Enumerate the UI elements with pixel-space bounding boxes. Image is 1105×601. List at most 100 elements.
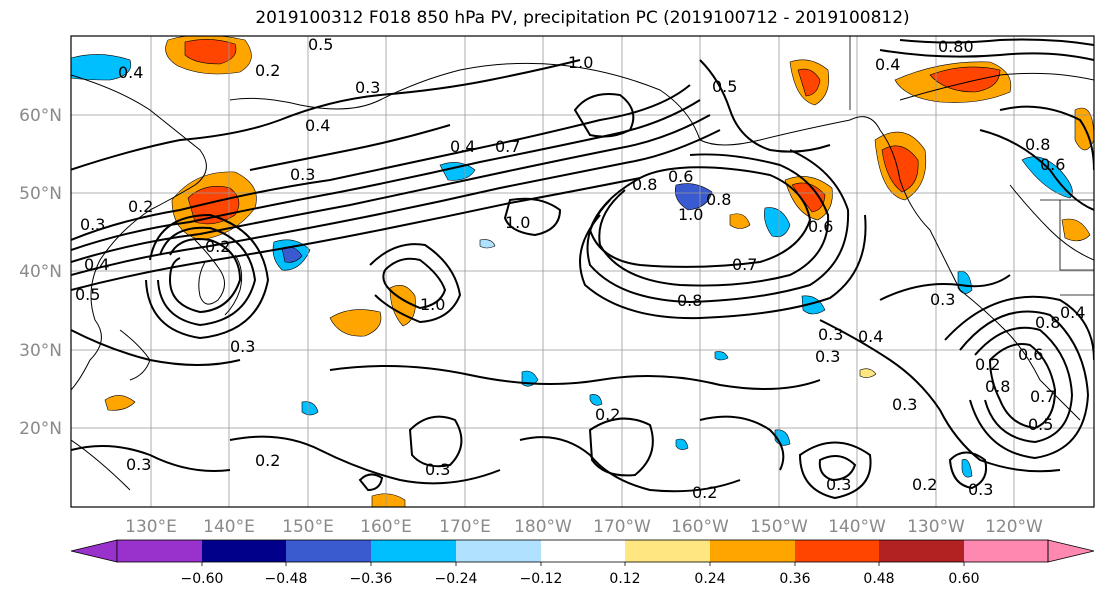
colorbar-ticks (201, 562, 965, 566)
contour-label: 0.5 (712, 77, 737, 96)
contour-label: 0.3 (425, 460, 450, 479)
contour-label: 0.8 (1035, 313, 1060, 332)
contour-label: 0.2 (255, 61, 280, 80)
map-content: 0.5 0.4 0.2 0.3 0.4 1.0 0.5 0.80 0.4 0.3… (71, 35, 1094, 507)
contour-label: 0.3 (826, 475, 851, 494)
contour-label: 0.8 (632, 175, 657, 194)
contour-label: 0.6 (1018, 345, 1043, 364)
contour-label: 0.8 (677, 291, 702, 310)
lon-label: 150°E (282, 517, 334, 537)
lon-label: 120°W (985, 517, 1043, 537)
lon-label: 160°W (671, 517, 729, 537)
contour-label-group: 0.5 0.4 0.2 0.3 0.4 1.0 0.5 0.80 0.4 0.3… (75, 35, 1085, 502)
lat-label: 50°N (19, 184, 62, 204)
colorbar-tick-label: −0.60 (181, 571, 224, 587)
contour-label: 0.2 (975, 355, 1000, 374)
precip-shading (71, 36, 1094, 507)
contour-label: 0.3 (818, 325, 843, 344)
contour-label: 0.2 (205, 237, 230, 256)
contour-label: 0.2 (692, 483, 717, 502)
colorbar-bin (117, 540, 202, 562)
lon-label: 130°W (907, 517, 965, 537)
lat-label: 40°N (19, 262, 62, 282)
colorbar-bin (710, 540, 795, 562)
longitude-labels: 130°E 140°E 150°E 160°E 170°E 180°W 170°… (125, 517, 1043, 537)
colorbar-bin (879, 540, 964, 562)
graticule (71, 36, 1094, 507)
borders (849, 36, 1094, 296)
contour-label: 0.80 (938, 37, 974, 56)
pv-contours (71, 38, 1094, 500)
colorbar-bin (202, 540, 286, 562)
contour-label: 0.4 (84, 255, 109, 274)
colorbar-tick-label: 0.24 (694, 571, 725, 587)
contour-label: 0.3 (126, 455, 151, 474)
contour-label: 0.6 (1040, 155, 1065, 174)
colorbar-bin (625, 540, 710, 562)
contour-label: 0.4 (305, 116, 330, 135)
colorbar-frame (116, 539, 1049, 563)
lon-label: 140°E (203, 517, 255, 537)
colorbar-tick-label: −0.36 (350, 571, 393, 587)
contour-label: 1.0 (678, 205, 703, 224)
contour-label: 0.3 (80, 215, 105, 234)
contour-label: 0.4 (858, 327, 883, 346)
contour-label: 0.3 (892, 395, 917, 414)
colorbar-bin (541, 540, 625, 562)
contour-label: 0.6 (668, 167, 693, 186)
contour-label: 0.7 (732, 255, 757, 274)
contour-label: 0.8 (706, 190, 731, 209)
contour-label: 0.4 (1060, 303, 1085, 322)
contour-label: 0.2 (595, 405, 620, 424)
lon-label: 130°E (125, 517, 177, 537)
contour-label: 0.3 (355, 78, 380, 97)
contour-label: 1.0 (505, 213, 530, 232)
contour-label: 0.4 (450, 137, 475, 156)
contour-label: 0.8 (1025, 135, 1050, 154)
latitude-labels: 60°N 50°N 40°N 30°N 20°N (19, 106, 62, 439)
contour-label: 0.8 (985, 377, 1010, 396)
lon-label: 160°E (360, 517, 412, 537)
contour-label: 0.4 (118, 63, 143, 82)
contour-label: 1.0 (568, 53, 593, 72)
figure-title: 2019100312 F018 850 hPa PV, precipitatio… (255, 8, 910, 28)
colorbar-min-arrow (70, 539, 118, 563)
contour-label: 0.2 (912, 475, 937, 494)
colorbar-tick-label: 0.48 (863, 571, 894, 587)
contour-label: 0.7 (495, 137, 520, 156)
colorbar-bin (456, 540, 541, 562)
contour-label: 0.7 (1030, 387, 1055, 406)
contour-label: 1.0 (420, 295, 445, 314)
contour-label: 0.6 (808, 217, 833, 236)
contour-label: 0.3 (290, 165, 315, 184)
contour-label: 0.3 (930, 290, 955, 309)
colorbar: −0.60 −0.48 −0.36 −0.24 −0.12 0.12 0.24 … (70, 539, 1095, 587)
contour-label: 0.4 (875, 55, 900, 74)
contour-label: 0.3 (968, 480, 993, 499)
colorbar-tick-label: 0.36 (779, 571, 810, 587)
lat-label: 20°N (19, 419, 62, 439)
colorbar-bin (795, 540, 879, 562)
colorbar-tick-label: −0.48 (265, 571, 308, 587)
contour-label: 0.5 (308, 35, 333, 54)
contour-label: 0.2 (255, 451, 280, 470)
colorbar-bin (286, 540, 371, 562)
colorbar-bin (371, 540, 456, 562)
map-frame (70, 35, 1095, 508)
contour-label: 0.3 (230, 337, 255, 356)
lon-label: 170°E (439, 517, 491, 537)
contour-label: 0.5 (75, 285, 100, 304)
colorbar-tick-label: −0.12 (520, 571, 563, 587)
colorbar-tick-label: 0.12 (609, 571, 640, 587)
contour-label: 0.3 (815, 347, 840, 366)
lon-label: 180°W (514, 517, 572, 537)
contour-label: 0.5 (1028, 415, 1053, 434)
colorbar-bin (964, 540, 1048, 562)
colorbar-tick-label: −0.24 (435, 571, 478, 587)
contour-label: 0.2 (128, 197, 153, 216)
colorbar-max-arrow (1047, 539, 1095, 563)
lon-label: 170°W (593, 517, 651, 537)
colorbar-tick-label: 0.60 (948, 571, 979, 587)
lat-label: 30°N (19, 341, 62, 361)
